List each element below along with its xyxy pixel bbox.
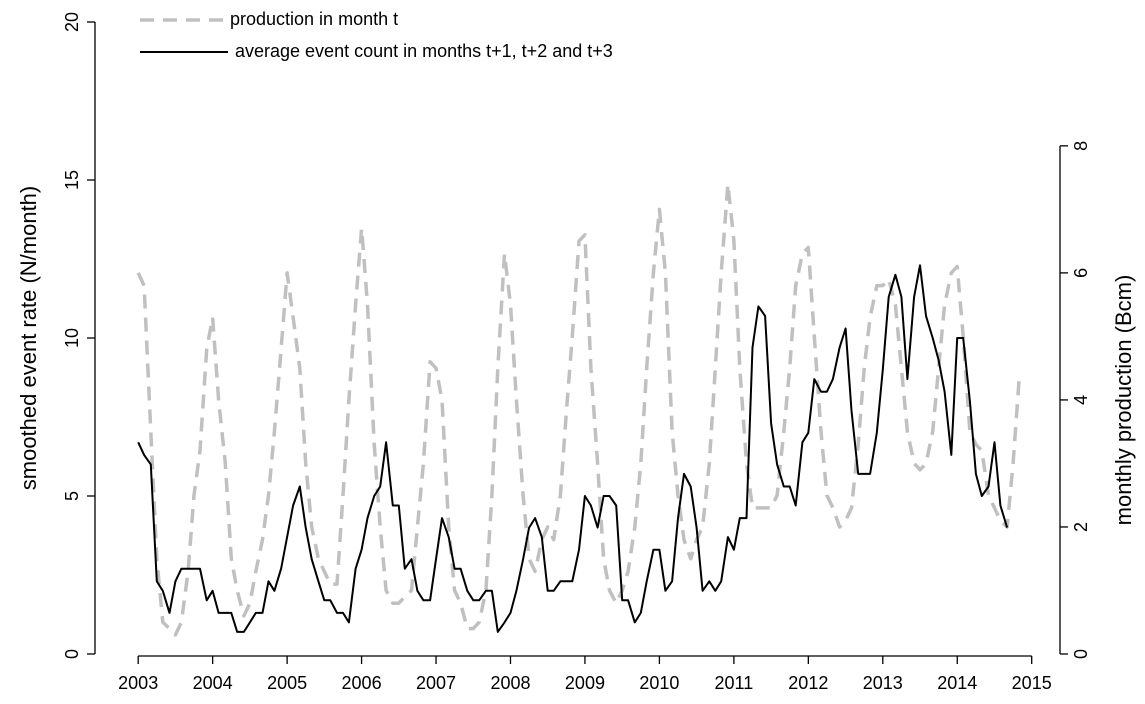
series-line — [136, 182, 1021, 637]
legend-label: average event count in months t+1, t+2 a… — [230, 41, 613, 61]
x-tick-label: 2006 — [342, 673, 382, 693]
x-tick-label: 2008 — [490, 673, 530, 693]
y2-tick-label: 0 — [1071, 649, 1091, 659]
x-tick-label: 2009 — [565, 673, 605, 693]
x-tick-label: 2010 — [639, 673, 679, 693]
x-tick-label: 2005 — [267, 673, 307, 693]
y-tick-label: 15 — [62, 170, 82, 190]
x-tick-label: 2011 — [715, 673, 754, 693]
y-tick-label: 5 — [62, 491, 82, 501]
y-tick-label: 10 — [62, 328, 82, 348]
y-tick-label: 0 — [62, 649, 82, 659]
x-tick-label: 2007 — [416, 673, 456, 693]
x-tick-label: 2004 — [193, 673, 233, 693]
x-tick-label: 2015 — [1012, 673, 1052, 693]
x-tick-label: 2014 — [937, 673, 977, 693]
y2-tick-label: 6 — [1071, 268, 1091, 278]
y2-tick-label: 4 — [1071, 395, 1091, 405]
legend-label: production in month t — [230, 9, 398, 29]
x-tick-label: 2013 — [863, 673, 903, 693]
y2-tick-label: 8 — [1071, 141, 1091, 151]
y-tick-label: 20 — [62, 12, 82, 32]
y-axis-title: smoothed event rate (N/month) — [16, 186, 41, 490]
series-line — [137, 264, 1009, 633]
y2-axis-title: monthly production (Bcm) — [1111, 275, 1136, 526]
x-tick-label: 2003 — [118, 673, 158, 693]
y2-tick-label: 2 — [1071, 522, 1091, 532]
x-tick-label: 2012 — [788, 673, 828, 693]
